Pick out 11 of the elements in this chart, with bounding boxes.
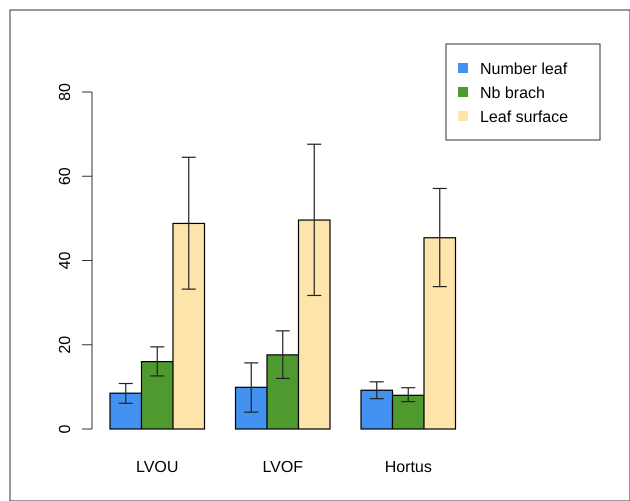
y-tick-label: 40 xyxy=(57,252,74,270)
legend-label: Leaf surface xyxy=(480,109,568,126)
legend-label: Number leaf xyxy=(480,61,568,78)
y-tick-label: 80 xyxy=(57,83,74,101)
y-tick-label: 20 xyxy=(57,336,74,354)
y-tick-label: 0 xyxy=(57,424,74,434)
x-tick-label: LVOU xyxy=(136,459,178,476)
legend-label: Nb brach xyxy=(480,85,545,102)
x-tick-label: Hortus xyxy=(384,459,432,476)
y-tick-label: 60 xyxy=(57,167,74,186)
x-tick-label: LVOF xyxy=(262,459,304,476)
